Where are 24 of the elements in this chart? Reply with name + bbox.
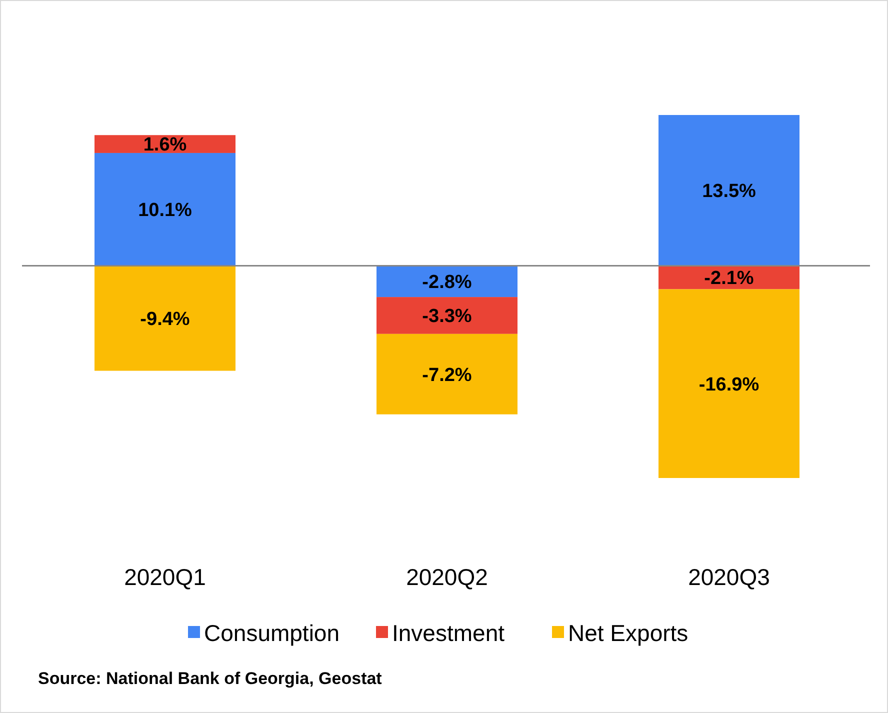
data-label: -2.1% bbox=[704, 268, 754, 290]
data-label: 1.6% bbox=[143, 134, 187, 156]
bar bbox=[94, 152, 236, 266]
bar bbox=[376, 297, 518, 334]
x-tick-label: 2020Q3 bbox=[688, 564, 770, 590]
legend-label: Investment bbox=[392, 620, 506, 646]
data-label: 10.1% bbox=[138, 200, 192, 222]
bar bbox=[376, 334, 518, 414]
bar bbox=[658, 115, 800, 266]
data-label: -7.2% bbox=[422, 364, 472, 386]
source-note: Source: National Bank of Georgia, Geostat bbox=[38, 669, 382, 688]
bar bbox=[376, 266, 518, 298]
data-label: 13.5% bbox=[702, 181, 756, 202]
x-tick-label: 2020Q2 bbox=[406, 564, 488, 590]
legend-label: Consumption bbox=[204, 620, 340, 646]
data-label: -9.4% bbox=[140, 308, 190, 330]
x-tick-label: 2020Q1 bbox=[124, 564, 206, 590]
data-label: -3.3% bbox=[422, 306, 472, 328]
data-label: -2.8% bbox=[422, 272, 472, 294]
bar bbox=[658, 289, 800, 478]
legend-label: Net Exports bbox=[568, 620, 688, 646]
bar bbox=[94, 266, 236, 371]
bar bbox=[94, 135, 236, 153]
data-label: -16.9% bbox=[698, 374, 760, 396]
